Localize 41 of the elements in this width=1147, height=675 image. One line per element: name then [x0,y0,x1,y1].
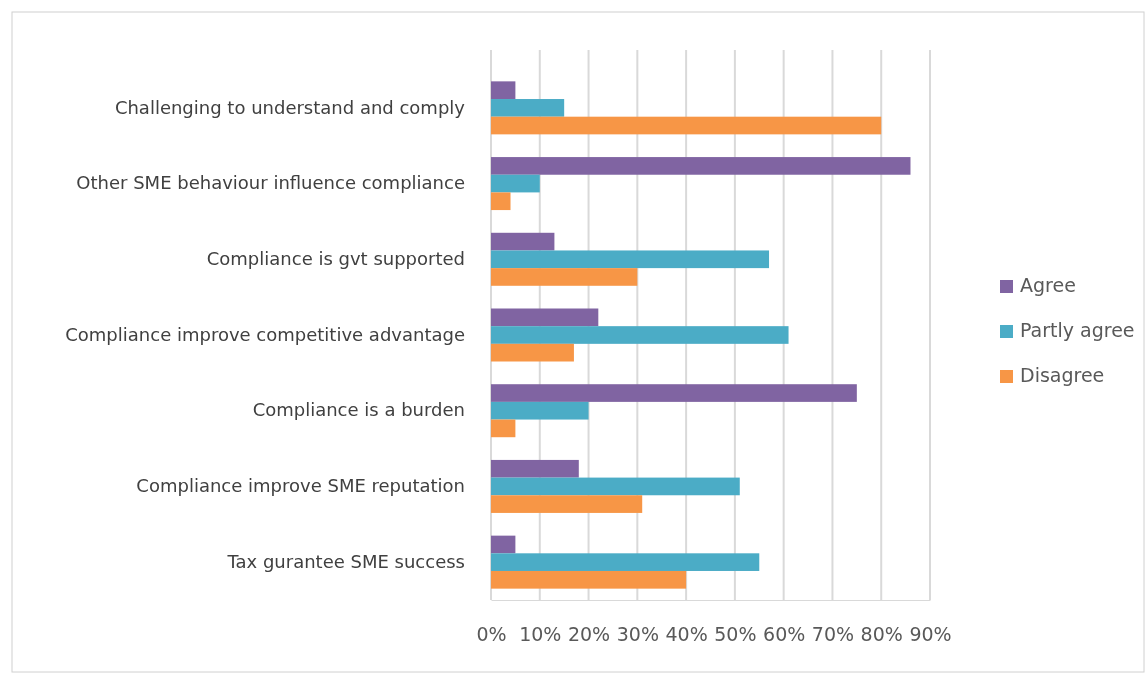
bar [491,268,638,286]
y-tick-label: Tax gurantee SME success [226,550,465,572]
bar [491,232,555,251]
x-tick-label: 70% [811,623,855,646]
y-tick-label: Compliance is a burden [252,399,465,421]
y-tick-label: Compliance improve competitive advantage [65,323,465,345]
bar [491,570,687,589]
bar [491,99,565,117]
x-tick-label: 90% [909,623,952,646]
bar [491,553,760,571]
bar [491,192,511,211]
x-tick-label: 10% [519,623,562,646]
y-tick-label: Compliance is gvt supported [206,248,465,270]
bar [491,343,574,362]
bar [491,81,516,100]
bar [491,326,789,344]
bar [491,401,589,420]
bar [491,459,579,478]
bar [491,495,643,513]
bar [491,250,770,269]
x-tick-label: 50% [714,623,757,646]
bar [491,157,911,175]
bar [491,535,516,554]
x-tick-label: 60% [763,623,806,646]
bar [491,174,540,193]
x-tick-label: 40% [665,623,708,646]
bar [491,384,857,402]
y-tick-label: Challenging to understand and comply [114,96,466,118]
legend-label: Agree [1020,274,1076,296]
x-tick-label: 20% [567,623,611,646]
y-tick-label: Compliance improve SME reputation [136,475,465,497]
y-tick-label: Other SME behaviour influence compliance [76,172,465,194]
x-tick-label: 80% [860,623,903,646]
x-tick-label: 0% [476,623,507,646]
legend-label: Partly agree [1020,319,1135,341]
bar [491,308,599,327]
bar [491,477,740,496]
legend-label: Disagree [1020,364,1105,386]
x-tick-label: 30% [616,623,659,646]
bar [491,419,516,438]
bar [491,116,882,135]
